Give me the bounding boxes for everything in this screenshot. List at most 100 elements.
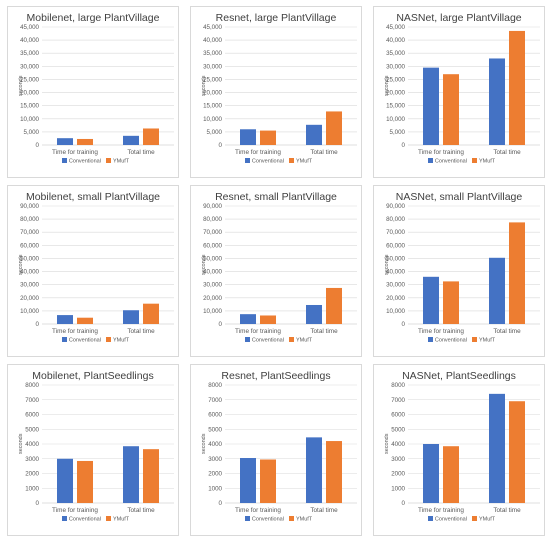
y-tick-label: 10,000 <box>386 308 405 315</box>
y-tick-label: 60,000 <box>386 242 405 249</box>
y-tick-label: 20,000 <box>203 295 222 302</box>
legend-swatch <box>288 337 294 342</box>
bar <box>77 138 93 145</box>
chart-panel: NASNet, large PlantVillage 0 5,000 10,000 15… <box>373 6 545 178</box>
y-tick-label: 8000 <box>25 382 39 389</box>
y-tick-label: 7000 <box>391 397 405 404</box>
bar <box>240 458 256 503</box>
y-tick-label: 50,000 <box>20 255 39 262</box>
y-axis-label: seconds <box>18 433 24 455</box>
legend-label: Conventional <box>251 516 284 523</box>
legend: Conventional YMufT <box>8 516 178 523</box>
y-tick-label: 10,000 <box>203 308 222 315</box>
chart-title: NASNet, small PlantVillage <box>395 191 523 203</box>
chart-panel: Resnet, PlantSeedlings 0 1000 2000 3000 4000 5… <box>190 364 362 536</box>
y-tick-label: 15,000 <box>203 103 222 110</box>
x-tick-label: Total time <box>127 149 155 156</box>
x-tick-label: Time for training <box>235 328 281 335</box>
y-tick-label: 1000 <box>391 485 405 492</box>
y-tick-label: 60,000 <box>203 242 222 249</box>
y-tick-label: 80,000 <box>20 216 39 223</box>
chart-panel: NASNet, PlantSeedlings 0 1000 2000 3000 4000 5… <box>373 364 545 536</box>
y-tick-label: 90,000 <box>20 203 39 210</box>
chart-plot: 0 10,000 20,000 30,000 40,000 50,000 60,000 70,… <box>386 203 540 335</box>
y-tick-label: 45,000 <box>20 24 39 31</box>
chart-panel: Mobilenet, large PlantVillage 0 5,000 10,00… <box>7 6 179 178</box>
legend-label: YMufT <box>112 516 130 523</box>
y-tick-label: 7000 <box>208 397 222 404</box>
chart-title: NASNet, large PlantVillage <box>396 12 522 24</box>
legend-swatch <box>427 158 433 163</box>
bar <box>123 446 139 503</box>
legend: Conventional YMufT <box>191 158 361 165</box>
legend-label: YMufT <box>478 158 496 165</box>
legend: Conventional YMufT <box>191 337 361 344</box>
chart-title: Resnet, large PlantVillage <box>215 12 337 24</box>
bar <box>240 129 256 145</box>
y-axis-label: seconds <box>201 433 207 455</box>
y-tick-label: 2000 <box>391 471 405 478</box>
legend-label: Conventional <box>68 337 101 344</box>
bar <box>423 67 439 145</box>
bar <box>489 393 505 503</box>
y-tick-label: 20,000 <box>386 295 405 302</box>
bar <box>423 444 439 503</box>
legend-label: YMufT <box>478 516 496 523</box>
y-axis-label: seconds <box>18 75 24 97</box>
legend-label: Conventional <box>251 337 284 344</box>
y-tick-label: 80,000 <box>386 216 405 223</box>
y-tick-label: 3000 <box>25 456 39 463</box>
bar <box>509 222 525 324</box>
y-tick-label: 0 <box>219 500 223 507</box>
legend-swatch <box>61 158 67 163</box>
y-tick-label: 15,000 <box>386 103 405 110</box>
y-tick-label: 6000 <box>25 412 39 419</box>
y-tick-label: 30,000 <box>203 63 222 70</box>
chart-plot: 0 5,000 10,000 15,000 20,000 25,000 30,000 35,0… <box>386 24 540 156</box>
chart-title: Mobilenet, PlantSeedlings <box>32 370 154 382</box>
bar <box>260 315 276 324</box>
legend-swatch <box>61 516 67 521</box>
legend-swatch <box>471 516 477 521</box>
y-tick-label: 40,000 <box>203 37 222 44</box>
y-tick-label: 4000 <box>208 441 222 448</box>
y-tick-label: 5,000 <box>390 129 406 136</box>
y-tick-label: 8000 <box>391 382 405 389</box>
y-tick-label: 70,000 <box>386 229 405 236</box>
bar <box>326 287 342 324</box>
y-tick-label: 35,000 <box>386 50 405 57</box>
legend-swatch <box>244 158 250 163</box>
chart-title: Resnet, PlantSeedlings <box>221 370 331 382</box>
y-tick-label: 5,000 <box>207 129 223 136</box>
y-tick-label: 20,000 <box>203 90 222 97</box>
y-tick-label: 35,000 <box>203 50 222 57</box>
chart-panel: Mobilenet, PlantSeedlings 0 1000 2000 3000 40… <box>7 364 179 536</box>
chart-panel: NASNet, small PlantVillage 0 10,000 20,000 3… <box>373 185 545 357</box>
chart-title: Mobilenet, small PlantVillage <box>25 191 161 203</box>
y-axis-label: seconds <box>18 254 24 276</box>
y-tick-label: 25,000 <box>203 76 222 83</box>
chart-title: Mobilenet, large PlantVillage <box>26 12 160 24</box>
legend: Conventional YMufT <box>374 337 544 344</box>
y-tick-label: 1000 <box>25 485 39 492</box>
y-tick-label: 10,000 <box>203 116 222 123</box>
x-tick-label: Total time <box>310 328 338 335</box>
legend-swatch <box>105 158 111 163</box>
y-tick-label: 25,000 <box>20 76 39 83</box>
y-tick-label: 90,000 <box>203 203 222 210</box>
y-tick-label: 45,000 <box>203 24 222 31</box>
legend-swatch <box>105 337 111 342</box>
legend: Conventional YMufT <box>374 516 544 523</box>
chart-plot: 0 5,000 10,000 15,000 20,000 25,000 30,000 35,0… <box>203 24 357 156</box>
y-tick-label: 30,000 <box>20 63 39 70</box>
x-tick-label: Total time <box>127 507 155 514</box>
y-axis-label: seconds <box>201 75 207 97</box>
y-tick-label: 40,000 <box>20 269 39 276</box>
x-tick-label: Time for training <box>52 328 98 335</box>
bar <box>443 446 459 503</box>
bar <box>443 74 459 145</box>
x-tick-label: Total time <box>310 149 338 156</box>
x-tick-label: Total time <box>127 328 155 335</box>
bar <box>143 303 159 324</box>
